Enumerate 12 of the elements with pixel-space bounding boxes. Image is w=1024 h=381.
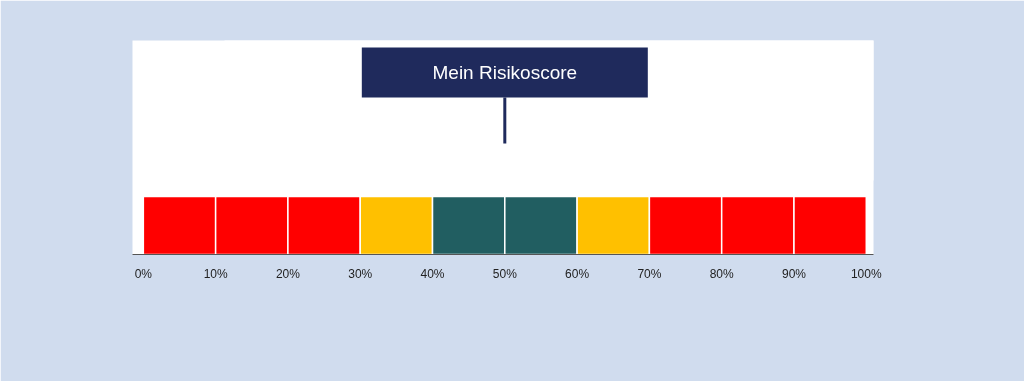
x-tick-label: 10% <box>203 266 228 281</box>
x-tick-label: 80% <box>709 266 735 281</box>
x-tick-label: 40% <box>420 266 445 281</box>
x-tick-label: 60% <box>565 266 590 281</box>
x-tick-label: 0% <box>134 266 153 281</box>
x-tick-label: 50% <box>492 266 518 281</box>
x-tick-label: 70% <box>637 266 662 281</box>
x-tick-label: 20% <box>275 266 301 281</box>
x-tick-label: 90% <box>781 266 807 281</box>
annotation: Mein Risikoscore <box>432 62 578 84</box>
x-tick-label: 30% <box>348 266 373 281</box>
x-tick-label: 100% <box>850 266 882 281</box>
